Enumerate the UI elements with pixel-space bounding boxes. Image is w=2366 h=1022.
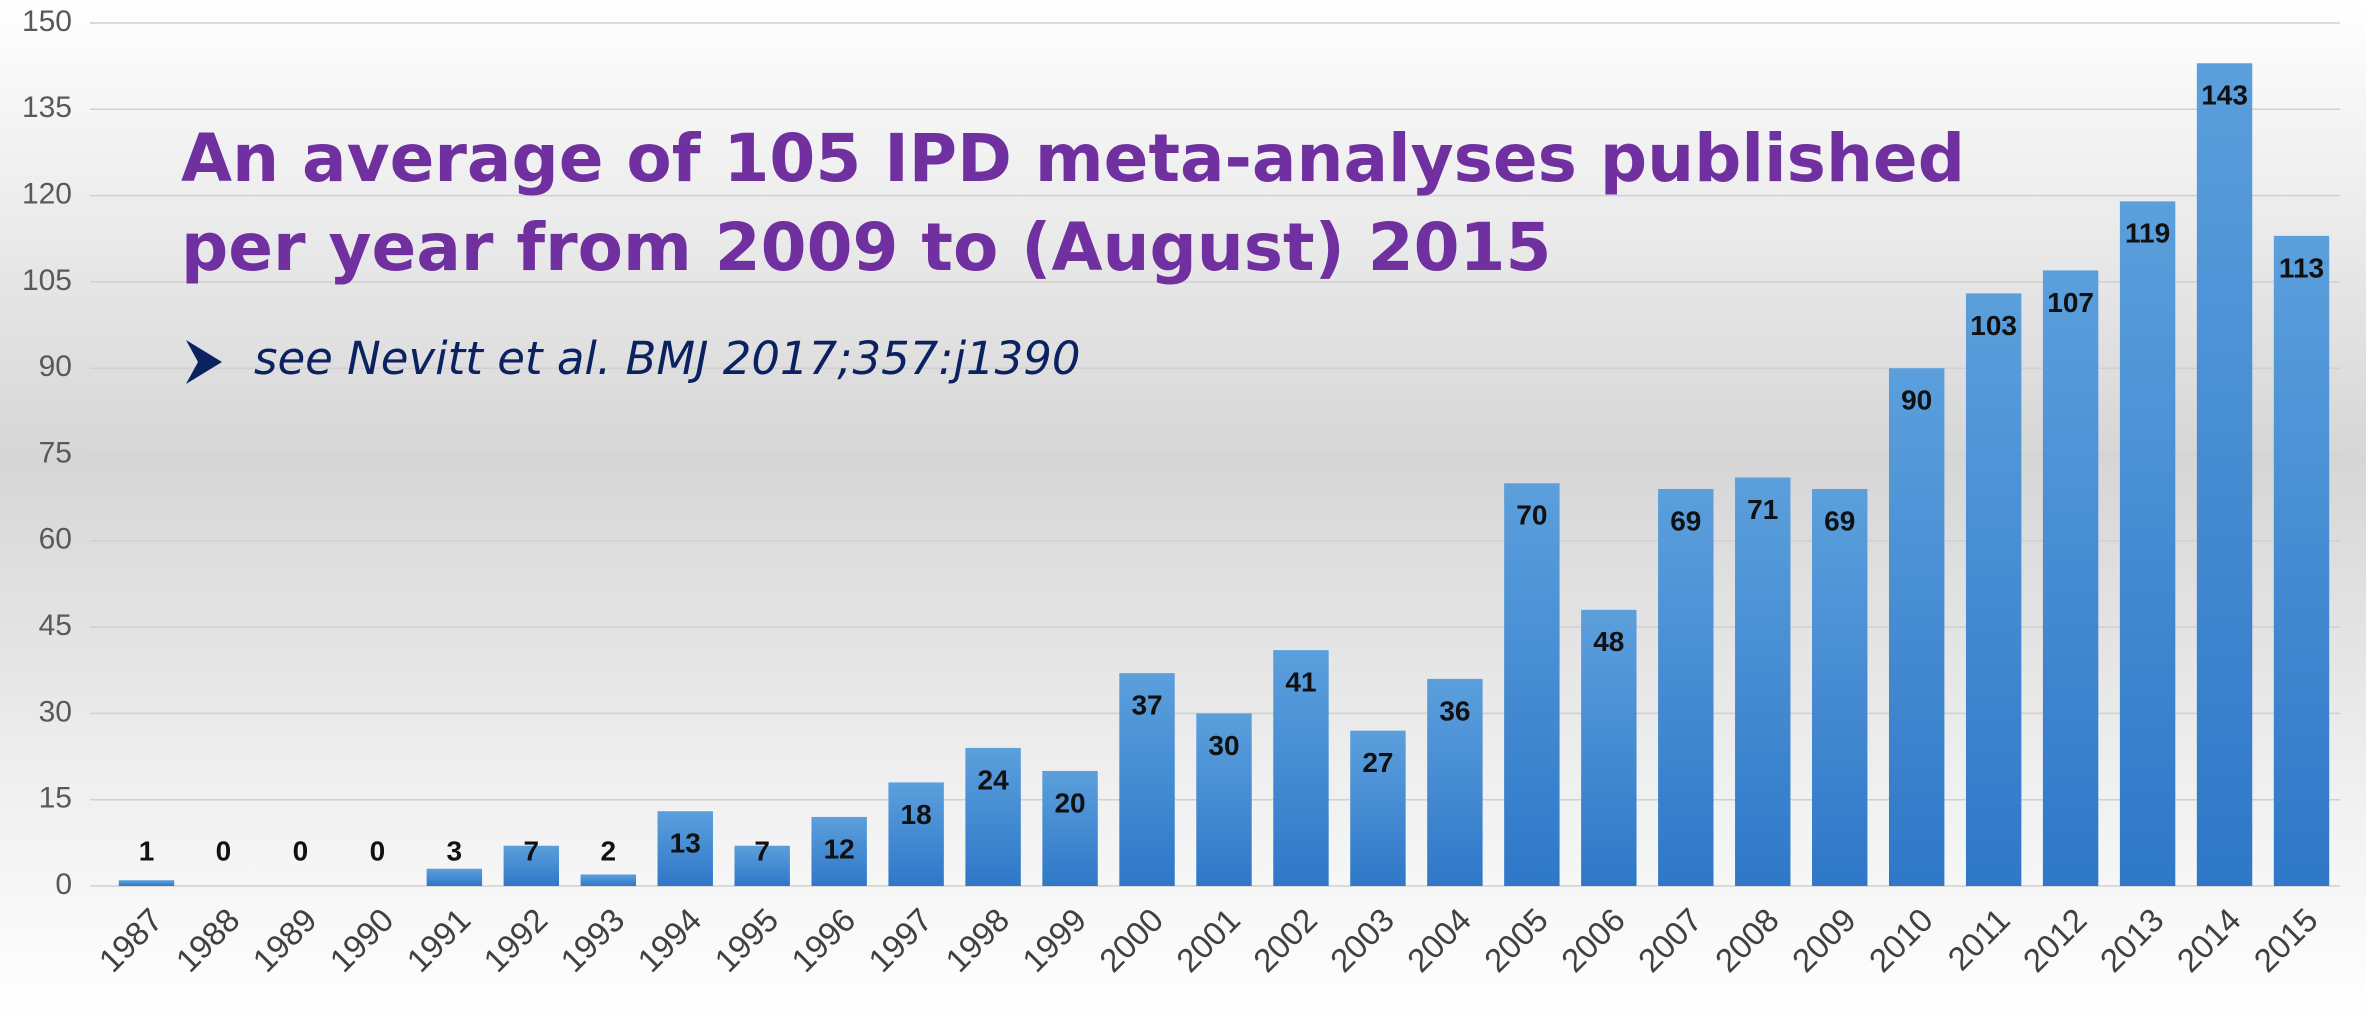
data-label: 18 xyxy=(901,799,932,830)
data-label: 2 xyxy=(600,835,616,866)
bar xyxy=(1658,489,1714,886)
data-label: 0 xyxy=(216,835,232,866)
data-label: 7 xyxy=(754,835,770,866)
data-label: 37 xyxy=(1131,690,1162,721)
bar xyxy=(2042,270,2099,887)
data-label: 69 xyxy=(1670,505,1701,536)
y-tick-label: 15 xyxy=(39,782,72,815)
bar xyxy=(1812,489,1868,886)
bar xyxy=(580,874,636,886)
bar xyxy=(1042,770,1098,886)
bar xyxy=(888,782,944,886)
bar xyxy=(811,816,867,886)
data-label: 27 xyxy=(1362,747,1393,778)
bar xyxy=(2119,201,2176,886)
data-label: 69 xyxy=(1824,505,1855,536)
bar xyxy=(1888,368,1945,886)
bar xyxy=(1196,713,1252,886)
subtitle: see Nevitt et al. BMJ 2017;357:j1390 xyxy=(254,332,1081,385)
y-tick-label: 120 xyxy=(22,178,72,211)
data-label: 113 xyxy=(2279,252,2324,283)
y-tick-label: 0 xyxy=(55,868,72,901)
data-label: 119 xyxy=(2125,218,2170,249)
bar xyxy=(965,747,1021,886)
data-label: 36 xyxy=(1439,695,1470,726)
bar xyxy=(1581,609,1637,886)
bar xyxy=(1119,673,1175,886)
data-label: 0 xyxy=(370,835,386,866)
bar xyxy=(734,845,790,886)
y-tick-label: 45 xyxy=(39,609,72,642)
data-label: 90 xyxy=(1901,385,1932,416)
data-label: 0 xyxy=(293,835,309,866)
data-label: 24 xyxy=(978,764,1010,795)
data-label: 3 xyxy=(447,835,463,866)
data-label: 71 xyxy=(1747,494,1778,525)
data-label: 20 xyxy=(1054,787,1085,818)
bar xyxy=(118,880,175,886)
y-tick-label: 150 xyxy=(22,5,72,38)
bar xyxy=(1350,730,1406,886)
bar xyxy=(1273,650,1329,886)
data-label: 30 xyxy=(1208,730,1239,761)
data-label: 103 xyxy=(1970,310,2017,341)
data-label: 7 xyxy=(524,835,540,866)
bar xyxy=(1965,293,2022,886)
annotation-line: An average of 105 IPD meta-analyses publ… xyxy=(181,120,1965,197)
data-label: 143 xyxy=(2201,80,2248,111)
bar xyxy=(503,845,560,886)
y-tick-label: 135 xyxy=(22,91,72,124)
bar xyxy=(2273,235,2330,886)
y-tick-label: 90 xyxy=(39,350,72,383)
data-label: 70 xyxy=(1516,500,1547,531)
bar xyxy=(2196,63,2253,887)
annotation-line: per year from 2009 to (August) 2015 xyxy=(181,209,1551,286)
bullet-arrow xyxy=(186,340,222,384)
bar xyxy=(1735,477,1791,886)
data-label: 12 xyxy=(824,833,855,864)
bar xyxy=(657,811,713,886)
y-tick-label: 75 xyxy=(39,436,72,469)
data-label: 48 xyxy=(1593,626,1624,657)
data-label: 41 xyxy=(1285,667,1316,698)
bar xyxy=(426,868,483,886)
y-tick-label: 60 xyxy=(39,523,72,556)
y-tick-label: 30 xyxy=(39,695,72,728)
bar xyxy=(1427,678,1483,886)
data-label: 13 xyxy=(670,828,701,859)
data-label: 107 xyxy=(2047,287,2094,318)
data-label: 1 xyxy=(139,835,155,866)
bar xyxy=(1504,483,1560,886)
y-tick-label: 105 xyxy=(22,264,72,297)
